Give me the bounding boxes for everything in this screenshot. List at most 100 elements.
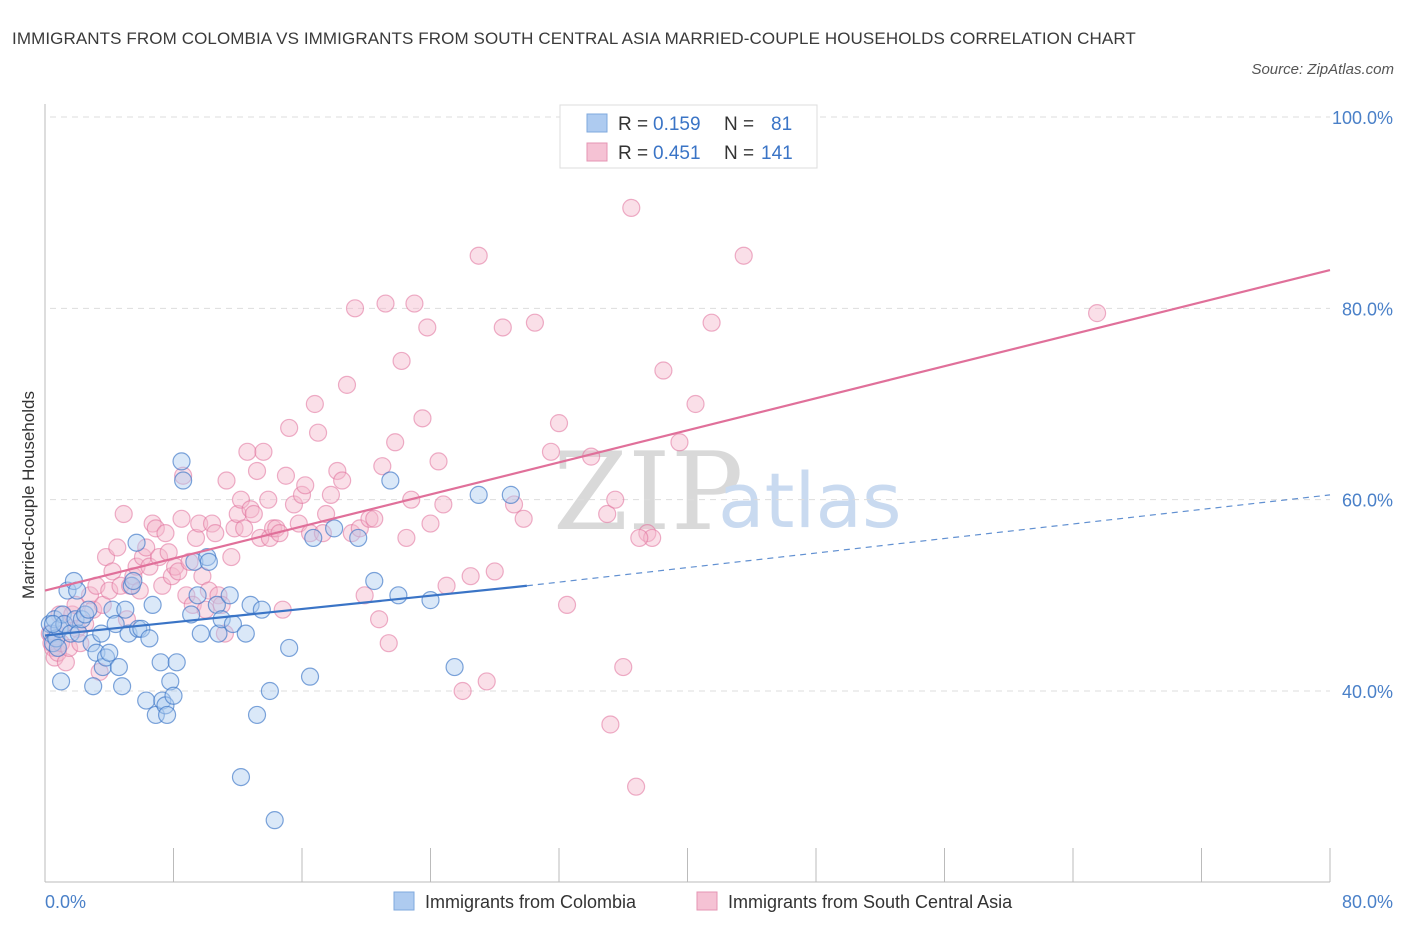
point-colombia-29 [112,677,132,696]
point-colombia-66 [260,681,279,701]
point-colombia-69 [300,667,320,686]
point-colombia-44 [157,705,177,725]
legend-r-value-1: 0.159 [653,114,701,135]
point-colombia-25 [100,643,119,662]
point-sca-132 [643,528,662,548]
x-tick-label-max: 80.0% [1342,892,1393,912]
legend-r-label-2: R = [618,143,648,164]
legend-swatch-colombia [586,113,608,133]
point-sca-125 [598,504,617,524]
point-sca-116 [477,672,496,691]
point-colombia-73 [365,571,384,591]
point-colombia-77 [445,657,464,677]
point-sca-77 [276,466,296,485]
point-sca-33 [137,538,156,557]
chart-title: IMMIGRANTS FROM COLOMBIA VS IMMIGRANTS F… [12,29,1136,48]
point-colombia-41 [151,653,170,672]
y-tick-labels: 40.0% 60.0% 80.0% 100.0% [1332,108,1393,702]
point-sca-60 [222,547,241,567]
point-sca-137 [734,246,753,265]
series-colombia [40,452,520,830]
point-sca-114 [461,567,480,586]
point-sca-54 [202,514,222,533]
series-south-central-asia [40,198,1107,796]
point-colombia-37 [137,691,156,710]
point-sca-122 [541,442,561,461]
point-sca-111 [434,495,453,514]
legend-n-value-1: 81 [771,114,792,135]
point-sca-59 [217,471,236,490]
point-sca-90 [333,471,352,490]
point-sca-139 [630,528,649,548]
point-colombia-20 [84,677,103,696]
point-sca-67 [244,504,263,524]
trend-lines [44,268,1331,637]
point-sca-120 [514,509,533,528]
point-colombia-64 [247,705,267,725]
point-colombia-33 [124,571,143,591]
point-sca-63 [231,490,251,509]
point-sca-108 [418,318,437,337]
point-sca-135 [686,394,705,414]
point-sca-38 [153,576,172,595]
point-sca-22 [100,581,119,600]
trend-line-colombia-extension [526,494,1331,587]
point-sca-98 [370,610,389,629]
point-sca-112 [437,576,456,595]
point-sca-71 [259,490,278,509]
point-colombia-52 [188,586,207,605]
point-sca-109 [421,514,440,533]
point-colombia-71 [325,519,344,538]
point-sca-104 [397,528,416,548]
legend-r-label-1: R = [618,114,648,135]
point-sca-68 [247,461,267,481]
point-colombia-74 [389,586,408,605]
legend-bottom-swatch-sca [696,891,718,911]
point-sca-89 [328,461,347,481]
point-sca-95 [355,586,374,605]
point-sca-36 [146,519,165,538]
point-colombia-7 [51,672,71,691]
point-sca-85 [308,423,328,442]
point-colombia-5 [48,638,67,658]
point-sca-91 [337,375,357,394]
point-colombia-56 [207,595,226,615]
point-colombia-38 [140,629,159,648]
point-colombia-28 [109,657,128,677]
point-sca-123 [549,414,569,433]
point-colombia-39 [143,595,162,615]
point-sca-119 [504,495,524,514]
point-colombia-46 [164,686,183,705]
y-tick-label-60: 60.0% [1342,491,1393,511]
point-colombia-34 [127,533,146,552]
point-colombia-45 [161,672,180,691]
point-sca-121 [525,313,545,332]
legend-n-label-1: N = [724,114,754,135]
y-axis-label: Married-couple Households [19,391,38,599]
point-sca-100 [376,294,395,313]
point-colombia-22 [92,624,111,643]
legend-n-value-2: 141 [761,143,793,164]
point-colombia-30 [116,600,135,619]
y-tick-label-80: 80.0% [1342,299,1393,319]
point-sca-47 [180,552,199,571]
point-colombia-79 [501,485,520,504]
legend-swatch-sca [586,142,608,162]
legend-bottom-swatch-colombia [393,891,415,911]
point-sca-65 [238,442,257,461]
point-sca-50 [190,514,209,533]
point-sca-126 [606,490,625,509]
point-sca-101 [379,634,398,653]
point-sca-84 [305,394,324,414]
point-colombia-67 [265,811,284,830]
point-sca-70 [254,442,273,461]
point-sca-136 [702,313,721,332]
point-colombia-62 [236,624,255,643]
point-sca-78 [280,418,299,438]
point-sca-49 [186,528,206,548]
point-sca-102 [386,433,405,452]
trend-line-sca [44,268,1331,592]
watermark-atlas: atlas [718,456,902,545]
point-sca-9 [56,653,75,672]
